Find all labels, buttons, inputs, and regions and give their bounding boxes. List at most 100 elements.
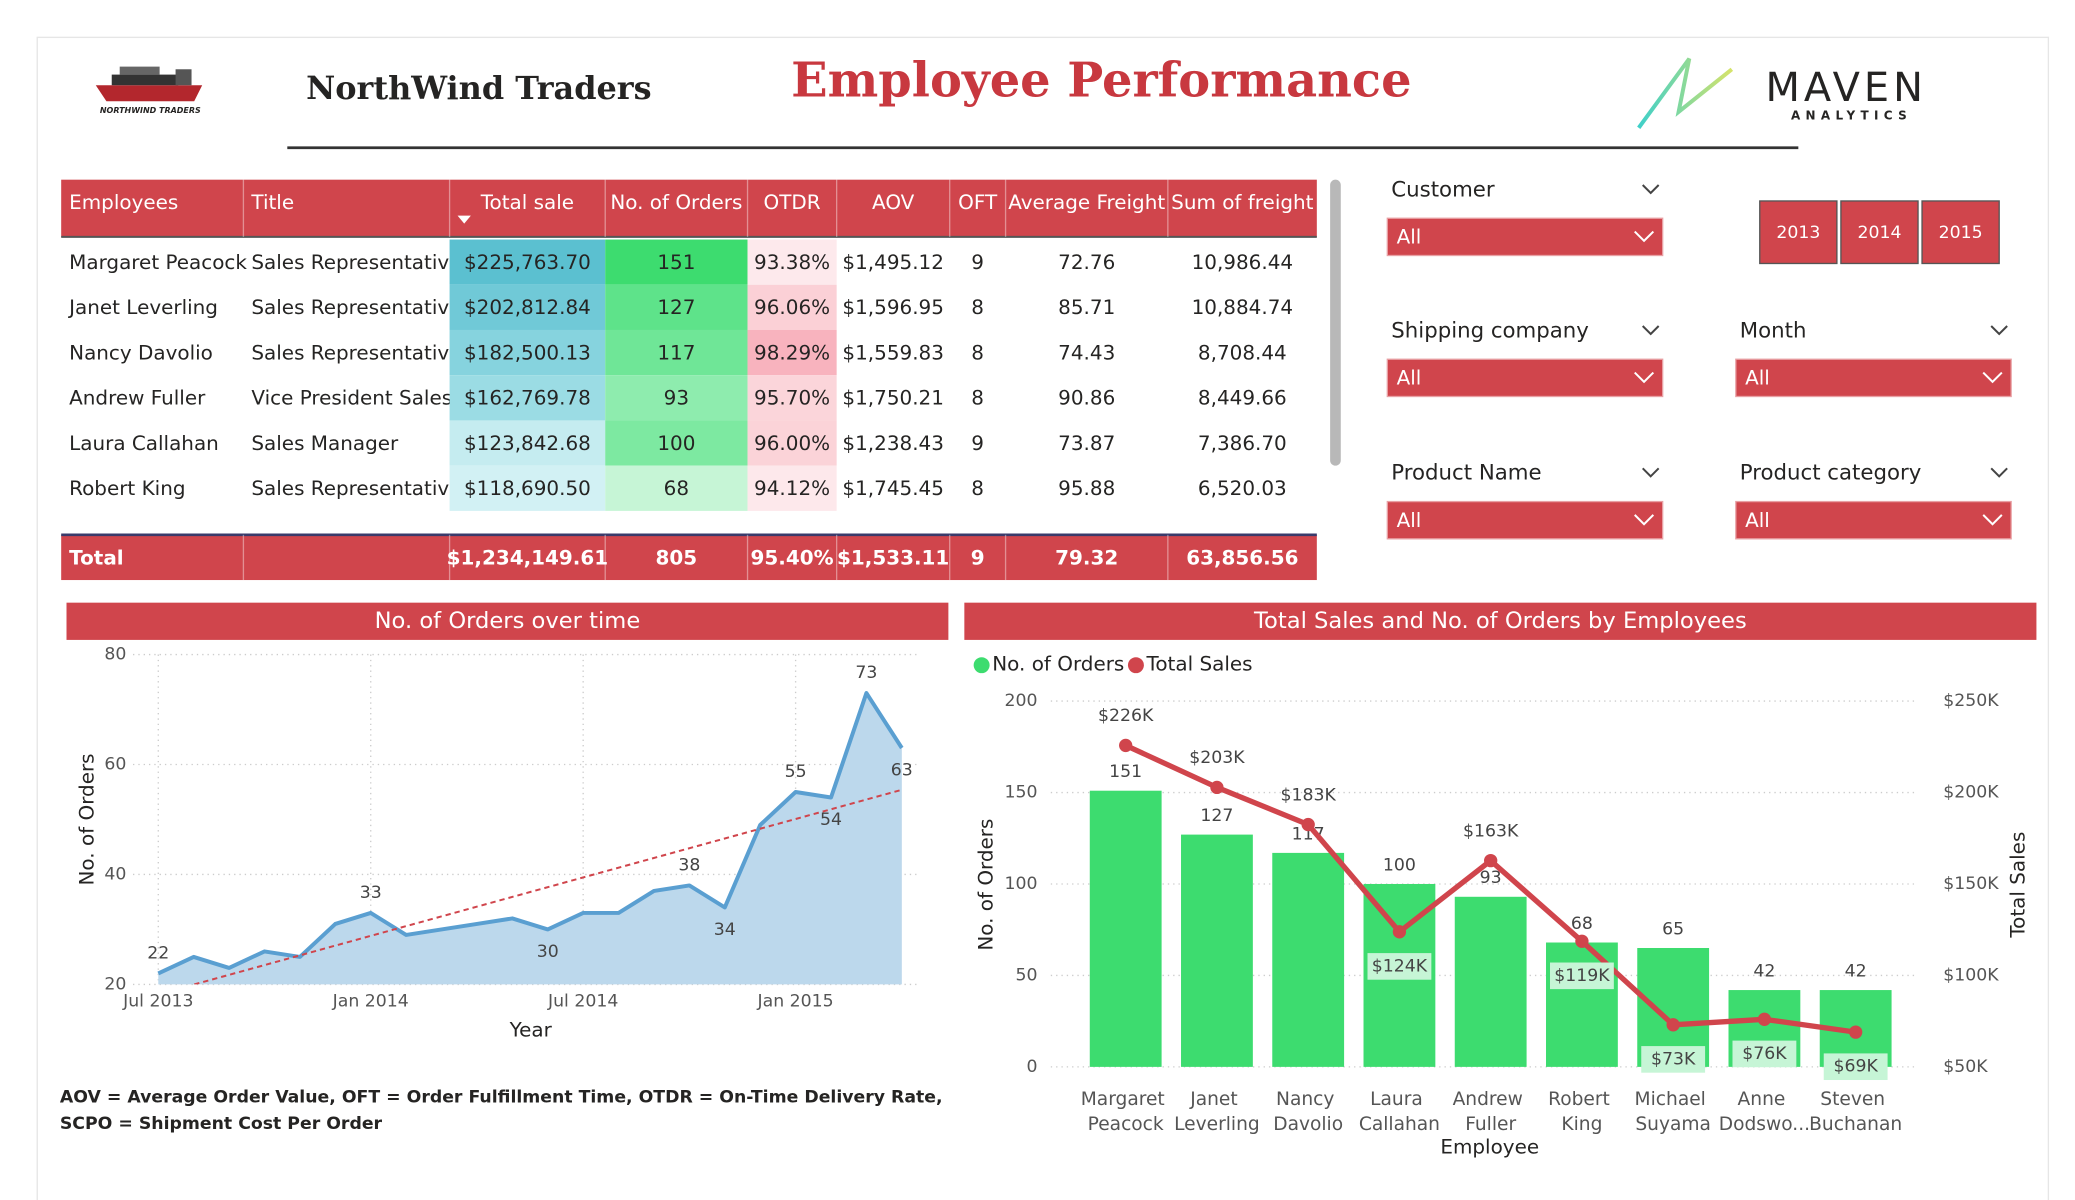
y-axis-label: No. of Orders xyxy=(74,753,98,885)
y-tick-label: 20 xyxy=(104,974,126,994)
table-cell: Nancy Davolio xyxy=(69,340,213,364)
line-point[interactable] xyxy=(1301,817,1315,832)
table-cell: 8,449.66 xyxy=(1198,386,1287,410)
table-cell: 96.00% xyxy=(754,431,830,455)
x-tick-label: Jul 2014 xyxy=(547,992,618,1012)
table-cell: Sales Representative xyxy=(251,340,461,364)
filter-value: All xyxy=(1397,366,1422,390)
year-button[interactable] xyxy=(1759,200,1838,265)
line-point[interactable] xyxy=(1484,853,1498,868)
filter-chevron xyxy=(1642,467,1660,478)
filter-dropdown[interactable] xyxy=(1386,217,1664,257)
x-tick-label: Margaret Peacock xyxy=(1081,1088,1171,1134)
y2-tick-label: $200K xyxy=(1943,783,1999,803)
legend-label: Total Sales xyxy=(1146,652,1253,676)
bar[interactable] xyxy=(1272,852,1345,1067)
line-label: $69K xyxy=(1833,1057,1878,1077)
table-cell: $162,769.78 xyxy=(464,386,591,410)
cell-shade xyxy=(449,465,606,511)
table-cell: 90.86 xyxy=(1058,386,1115,410)
table-cell: $1,745.45 xyxy=(842,476,943,500)
year-button[interactable] xyxy=(1840,200,1919,265)
filter-chevron xyxy=(1642,184,1660,195)
line-point[interactable] xyxy=(1757,1012,1772,1026)
x-tick-label: Andrew Fuller xyxy=(1453,1088,1529,1134)
table-total-cell: 95.40% xyxy=(751,545,834,569)
y-tick-label: 50 xyxy=(1015,965,1037,985)
table-cell: Margaret Peacock xyxy=(69,250,247,274)
x-tick-label: Jul 2013 xyxy=(122,992,193,1012)
line-point[interactable] xyxy=(1392,925,1407,939)
line-point[interactable] xyxy=(1210,780,1224,795)
bar[interactable] xyxy=(1181,834,1253,1067)
column-header[interactable]: No. of Orders xyxy=(610,190,742,214)
filter-chevron xyxy=(1990,325,2008,336)
y2-tick-label: $100K xyxy=(1943,965,1999,985)
column-header[interactable]: Sum of freight xyxy=(1171,190,1313,214)
logo-caption: NORTHWIND TRADERS xyxy=(100,106,201,115)
table-cell: Laura Callahan xyxy=(69,431,219,455)
cell-shade xyxy=(605,465,748,511)
y2-tick-label: $250K xyxy=(1943,691,1999,711)
table-cell: $225,763.70 xyxy=(464,250,591,274)
data-label: 55 xyxy=(785,762,807,782)
maven-logo xyxy=(1637,57,1734,129)
bar[interactable] xyxy=(1089,790,1162,1067)
cell-shade xyxy=(747,329,837,376)
table-cell: 8 xyxy=(971,295,984,319)
page-title: Employee Performance xyxy=(791,52,1411,108)
table-cell: 85.71 xyxy=(1058,295,1115,319)
y-tick-label: 150 xyxy=(1005,783,1038,803)
table-cell: 10,884.74 xyxy=(1192,295,1293,319)
column-header[interactable]: Average Freight xyxy=(1008,190,1165,214)
table-cell: 95.70% xyxy=(754,386,830,410)
table-cell: Andrew Fuller xyxy=(69,386,206,410)
filter-value: All xyxy=(1745,366,1770,390)
column-header[interactable]: Employees xyxy=(69,190,178,214)
filter-dropdown[interactable] xyxy=(1735,500,2012,540)
line xyxy=(157,691,904,976)
filter-dropdown[interactable] xyxy=(1386,500,1664,540)
year-label: 2015 xyxy=(1939,223,1983,243)
bar[interactable] xyxy=(1454,896,1527,1067)
filter-dropdown[interactable] xyxy=(1386,358,1664,398)
y2-tick-label: $50K xyxy=(1943,1057,1988,1077)
column-header[interactable]: AOV xyxy=(872,190,915,214)
table-cell: 9 xyxy=(971,431,984,455)
y2-axis-label: Total Sales xyxy=(2006,832,2030,939)
filter-dropdown[interactable] xyxy=(1735,358,2012,398)
filter-value: All xyxy=(1397,508,1422,532)
bar-label: 68 xyxy=(1571,914,1593,934)
line-label: $203K xyxy=(1189,748,1245,768)
table-header xyxy=(61,179,1317,237)
cell-shade xyxy=(605,329,748,376)
column-header[interactable]: Title xyxy=(250,190,294,214)
line-point[interactable] xyxy=(1575,934,1589,948)
table-cell: 7,386.70 xyxy=(1198,431,1287,455)
table-total-cell: 63,856.56 xyxy=(1186,545,1298,569)
cell-shade xyxy=(747,375,837,421)
table-cell: 127 xyxy=(657,295,695,319)
table-cell: $1,495.12 xyxy=(842,250,943,274)
brand: MAVEN xyxy=(1765,65,1926,111)
table-scrollbar[interactable] xyxy=(1330,179,1341,466)
line-point[interactable] xyxy=(1666,1018,1680,1032)
legend-swatch xyxy=(973,657,990,674)
filter-label: Customer xyxy=(1391,177,1495,202)
footnote: AOV = Average Order Value, OFT = Order F… xyxy=(60,1087,943,1107)
line-point[interactable] xyxy=(1849,1025,1863,1039)
table-cell: 151 xyxy=(657,250,695,274)
page-border xyxy=(36,36,2050,1200)
year-button[interactable] xyxy=(1921,200,2000,265)
bar-label: 151 xyxy=(1109,762,1142,782)
column-header[interactable]: OTDR xyxy=(764,190,821,214)
bar-label: 65 xyxy=(1662,919,1684,939)
bar-label: 100 xyxy=(1383,855,1416,875)
column-header[interactable]: OFT xyxy=(958,190,998,214)
table-cell: 10,986.44 xyxy=(1192,250,1293,274)
table-total-cell: 805 xyxy=(656,545,698,569)
line-point[interactable] xyxy=(1119,738,1133,753)
column-header[interactable]: Total sale xyxy=(480,190,574,214)
company-name: NorthWind Traders xyxy=(306,69,651,107)
x-tick-label: Nancy Davolio xyxy=(1273,1088,1343,1134)
